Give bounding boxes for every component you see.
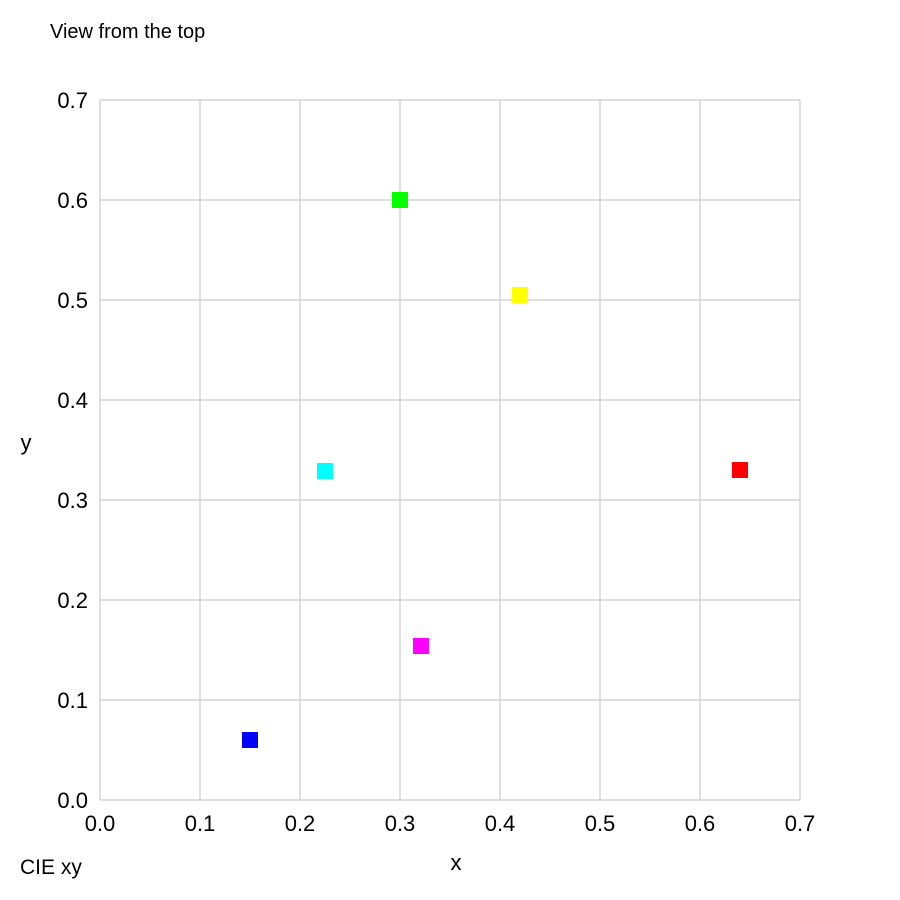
data-point (317, 463, 333, 479)
y-tick-label: 0.2 (57, 588, 88, 613)
x-tick-label: 0.6 (685, 811, 716, 836)
x-tick-label: 0.0 (85, 811, 116, 836)
color-space-label: CIE xy (20, 856, 82, 879)
x-tick-label: 0.3 (385, 811, 416, 836)
data-point (512, 287, 528, 303)
y-tick-label: 0.1 (57, 688, 88, 713)
data-point (732, 462, 748, 478)
data-point (392, 192, 408, 208)
x-tick-label: 0.4 (485, 811, 516, 836)
y-tick-label: 0.4 (57, 388, 88, 413)
y-tick-label: 0.5 (57, 288, 88, 313)
data-point (242, 732, 258, 748)
view-title: View from the top (50, 21, 206, 43)
y-tick-label: 0.6 (57, 188, 88, 213)
x-tick-label: 0.1 (185, 811, 216, 836)
x-tick-label: 0.2 (285, 811, 316, 836)
y-tick-label: 0.7 (57, 88, 88, 113)
x-tick-label: 0.5 (585, 811, 616, 836)
data-point (413, 638, 429, 654)
y-tick-label: 0.3 (57, 488, 88, 513)
x-tick-label: 0.7 (785, 811, 816, 836)
y-tick-label: 0.0 (57, 788, 88, 813)
y-axis-label: y (21, 430, 32, 455)
x-axis-label: x (451, 850, 462, 875)
